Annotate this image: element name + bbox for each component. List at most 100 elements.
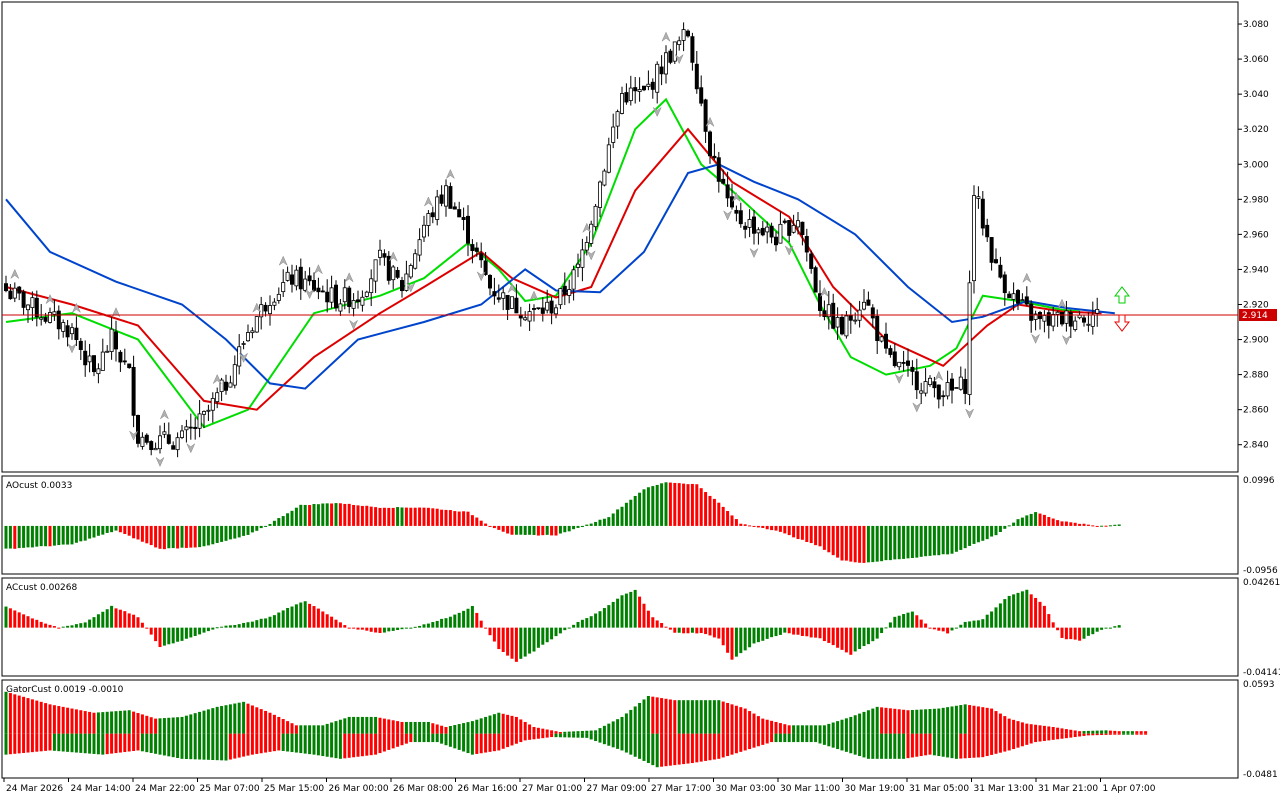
gator-panel[interactable]: GatorCust 0.0019 -0.0010 0.0593 -0.0481 <box>1 679 1278 780</box>
gator-lower-bar <box>998 733 1002 753</box>
histogram-bar <box>849 627 853 655</box>
histogram-bar <box>880 627 884 634</box>
gator-lower-bar <box>1117 733 1121 735</box>
gator-upper-bar <box>1003 716 1007 734</box>
histogram-bar <box>387 627 391 632</box>
gator-upper-bar <box>1100 730 1104 734</box>
ao-axis: 0.0996 -0.0956 <box>1243 476 1278 576</box>
gator-lower-bar <box>475 733 479 754</box>
candle-body <box>364 291 369 297</box>
gator-lower-bar <box>858 733 862 757</box>
fractal-down-icon <box>238 352 249 363</box>
histogram-bar <box>154 627 158 642</box>
gator-lower-bar <box>563 733 567 738</box>
histogram-bar <box>946 525 950 555</box>
gator-upper-bar <box>893 708 897 734</box>
histogram-bar <box>550 525 554 536</box>
gator-upper-bar <box>717 700 721 734</box>
histogram-bar <box>884 627 888 629</box>
histogram-bar <box>699 627 703 634</box>
histogram-bar <box>352 504 356 526</box>
candle-body <box>435 196 440 220</box>
gator-upper-bar <box>1029 724 1033 734</box>
gator-lower-bar <box>950 733 954 759</box>
fractal-up-icon <box>388 251 398 262</box>
fractal-down-icon <box>674 53 684 65</box>
fractal-down-icon <box>749 247 759 259</box>
gator-lower-bar <box>910 733 914 758</box>
candle-body <box>188 426 193 429</box>
histogram-bar <box>132 614 136 628</box>
histogram-bar <box>651 486 655 526</box>
histogram-bar <box>796 525 800 540</box>
histogram-bar <box>378 507 382 526</box>
gator-lower-bar <box>1126 733 1130 735</box>
gator-upper-bar <box>1051 726 1055 734</box>
candle-body <box>928 377 933 385</box>
gator-lower-bar <box>721 733 725 758</box>
gator-lower-bar <box>686 733 690 764</box>
gator-upper-bar <box>413 721 417 734</box>
gator-lower-bar <box>1139 733 1143 735</box>
gator-upper-bar <box>849 716 853 734</box>
gator-lower-bar <box>1060 733 1064 739</box>
gator-lower-bar <box>365 733 369 756</box>
gator-lower-bar <box>127 733 131 752</box>
histogram-bar <box>435 620 439 628</box>
gator-lower-bar <box>726 733 730 757</box>
histogram-bar <box>149 525 153 546</box>
gator-lower-bar <box>1113 733 1117 735</box>
gator-upper-bar <box>1025 723 1029 734</box>
gator-upper-bar <box>343 718 347 734</box>
main-panel[interactable]: 3.080 3.060 3.040 3.020 3.000 2.980 2.960 2.940… <box>1 1 1277 473</box>
candle-body <box>822 310 827 317</box>
gator-upper-bar <box>506 714 510 734</box>
gator-upper-bar <box>514 716 518 734</box>
histogram-bar <box>360 627 364 630</box>
gator-upper-bar <box>642 699 646 734</box>
histogram-bar <box>171 525 175 549</box>
gator-upper-bar <box>193 713 197 734</box>
gator-upper-bar <box>937 708 941 734</box>
candle-body <box>74 327 79 341</box>
gator-lower-bar <box>321 733 325 757</box>
histogram-bar <box>994 607 998 628</box>
candle-body <box>461 217 466 220</box>
histogram-bar <box>875 627 879 639</box>
gator-lower-bar <box>1104 733 1108 735</box>
gator-lower-bar <box>1095 733 1099 736</box>
histogram-bar <box>809 525 813 544</box>
histogram-bar <box>756 627 760 643</box>
ao-panel[interactable]: AOcust 0.0033 0.0996 -0.0956 <box>1 475 1278 576</box>
gator-lower-bar <box>470 733 474 755</box>
candle-body <box>430 212 435 218</box>
gator-lower-bar <box>224 733 228 761</box>
indicator-tick-label: -0.0956 <box>1243 566 1278 576</box>
histogram-bar <box>1051 622 1055 628</box>
histogram-bar <box>440 618 444 628</box>
gator-lower-bar <box>462 733 466 752</box>
histogram-bar <box>1091 525 1095 527</box>
gator-lower-bar <box>158 733 162 755</box>
histogram-bar <box>673 482 677 526</box>
ac-panel[interactable]: ACcust 0.00268 0.04261 -0.04141 <box>1 577 1280 678</box>
candle-body <box>954 387 959 389</box>
candle-body <box>1011 293 1016 300</box>
histogram-bar <box>875 525 879 562</box>
histogram-bar <box>334 503 338 526</box>
gator-lower-bar <box>413 733 417 743</box>
candle-body <box>333 284 338 309</box>
histogram-bar <box>228 525 232 540</box>
candle-body <box>206 409 211 412</box>
candle-body <box>888 348 893 355</box>
histogram-bar <box>88 619 92 628</box>
candle-body <box>681 29 686 41</box>
histogram-bar <box>400 627 404 630</box>
candle-body <box>1086 323 1091 326</box>
candle-body <box>100 351 105 371</box>
gator-lower-bar <box>928 733 932 755</box>
gator-lower-bar <box>61 733 65 752</box>
gator-upper-bar <box>1086 730 1090 734</box>
gator-upper-bar <box>352 716 356 734</box>
